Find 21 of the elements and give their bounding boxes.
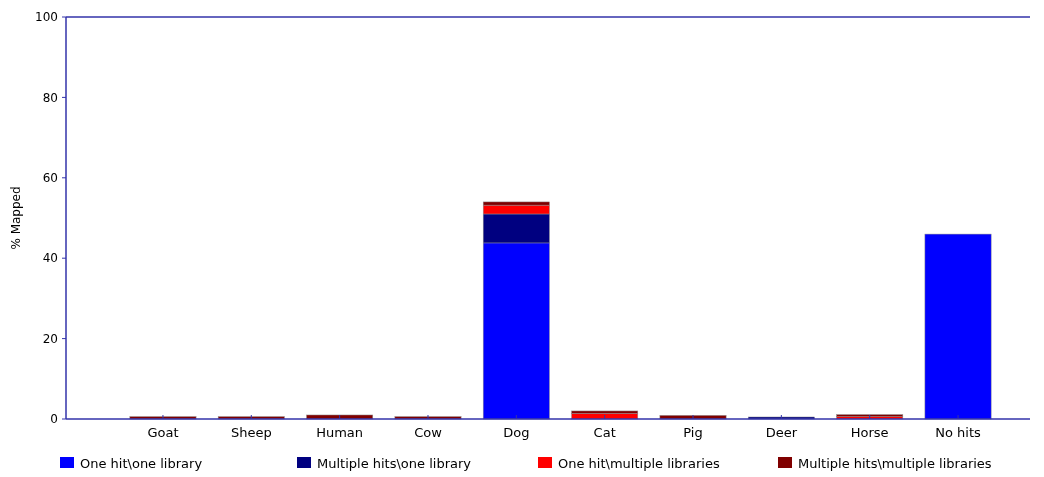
y-tick-label: 60: [42, 171, 58, 185]
x-tick-label: Human: [316, 425, 364, 440]
legend-label: One hit\one library: [80, 455, 203, 471]
x-tick-label: Pig: [683, 425, 703, 440]
y-tick-label: 0: [50, 412, 58, 427]
legend-label: One hit\multiple libraries: [558, 455, 720, 471]
x-tick-label: Cat: [593, 425, 616, 440]
legend-label: Multiple hits\one library: [317, 455, 472, 471]
legend-label: Multiple hits\multiple libraries: [798, 455, 992, 471]
x-tick-label: No hits: [935, 425, 982, 440]
y-axis-title: % Mapped: [9, 186, 23, 250]
y-tick-label: 20: [42, 331, 58, 346]
x-tick-label: Deer: [765, 425, 798, 440]
y-tick-label: 80: [42, 90, 58, 105]
x-tick-label: Sheep: [230, 425, 272, 440]
y-tick-label: 40: [42, 251, 58, 266]
x-tick-label: Dog: [503, 425, 530, 440]
x-tick-label: Horse: [850, 425, 889, 440]
x-tick-label: Cow: [414, 425, 443, 440]
x-tick-label: Goat: [147, 425, 179, 440]
y-tick-label: 100: [35, 10, 58, 25]
